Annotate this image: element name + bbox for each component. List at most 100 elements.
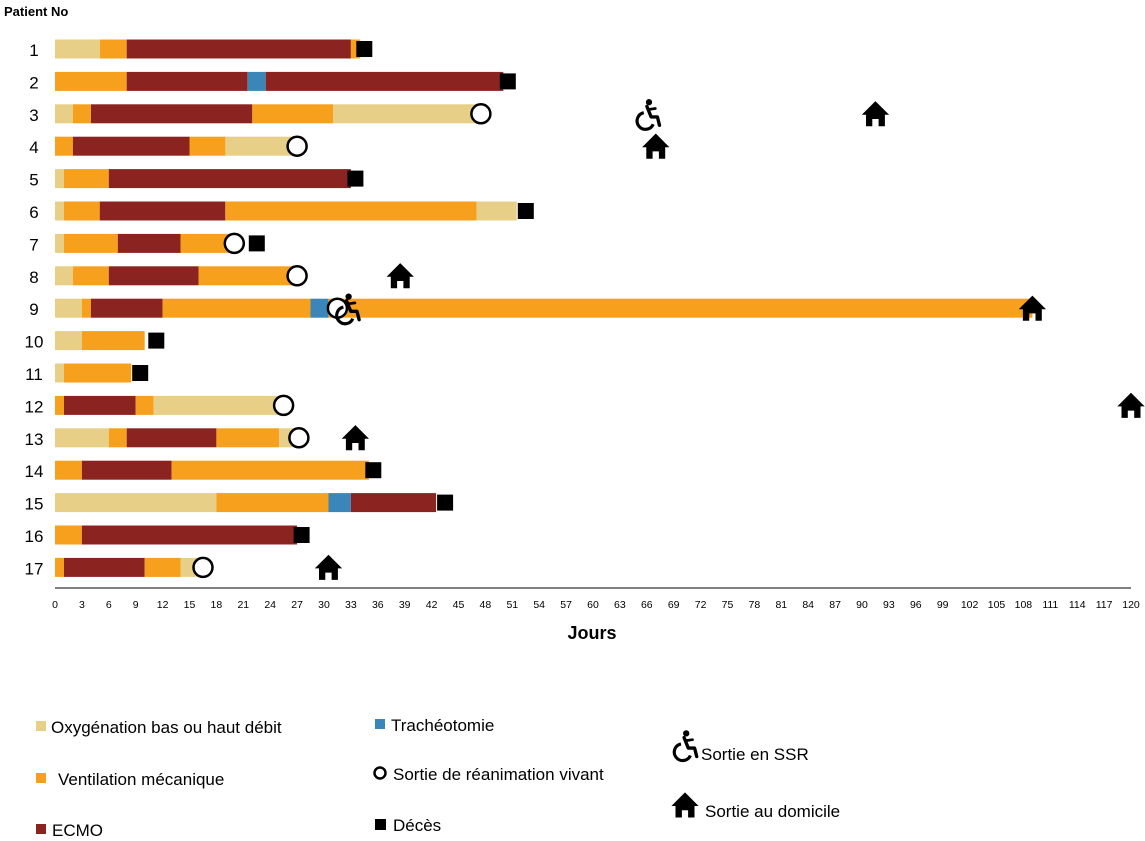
bar-ventilation-mecanique [225,201,477,221]
house-icon [671,792,699,818]
bar-oxygenation-bas-ou-haut-debit [55,266,73,286]
patient-label: 13 [25,430,44,449]
x-tick-label: 75 [722,599,734,611]
bar-ecmo [108,169,351,189]
patient-label: 14 [25,462,44,481]
bar-oxygenation-bas-ou-haut-debit [55,493,217,513]
bar-oxygenation-bas-ou-haut-debit [55,104,73,124]
wheelchair-head [683,730,690,737]
bar-ventilation-mecanique [99,39,127,59]
death-marker [347,170,364,187]
bar-ecmo [265,71,504,91]
home-icon [341,425,369,451]
bar-ventilation-mecanique [81,298,91,318]
bar-ventilation-mecanique [55,557,64,577]
x-tick-label: 15 [184,599,196,611]
x-tick-label: 9 [133,599,139,611]
bar-oxygenation-bas-ou-haut-debit [225,136,298,156]
x-tick-label: 24 [264,599,276,611]
patient-label: 15 [25,495,44,514]
legend-wheelchair-icon [672,730,699,763]
legend-label-tracheotomy: Trachéotomie [391,716,494,735]
house-shape [314,554,343,580]
patient-label: 1 [29,41,38,60]
legend-house-icon [671,792,699,818]
x-tick-label: 6 [106,599,112,611]
x-tick-label: 3 [79,599,85,611]
x-tick-label: 93 [883,599,895,611]
x-tick-label: 42 [426,599,438,611]
bar-ventilation-mecanique [162,298,311,318]
x-tick-label: 57 [560,599,572,611]
x-tick-label: 87 [829,599,841,611]
x-tick-label: 66 [641,599,653,611]
legend-swatch-ventilation [36,773,46,783]
home-icon [1117,392,1145,418]
bar-oxygenation-bas-ou-haut-debit [55,428,109,448]
bar-ventilation-mecanique [72,104,91,124]
house-shape [386,263,414,289]
x-tick-label: 72 [695,599,707,611]
x-tick-label: 102 [961,599,979,611]
legend-label-home: Sortie au domicile [705,802,840,821]
x-tick-label: 117 [1096,599,1113,611]
legend-death-icon [375,819,386,830]
icu-exit-marker [192,556,214,579]
bar-ecmo [99,201,226,221]
death-marker [517,203,534,219]
wheelchair-icon [335,293,361,326]
bar-ecmo [90,104,253,124]
x-tick-label: 78 [749,599,761,611]
icu-exit-marker [272,394,295,417]
bar-ventilation-mecanique [55,71,127,91]
house-shape [1018,295,1046,321]
bar-ecmo [126,39,351,59]
patient-label: 9 [29,300,38,319]
death-marker [293,527,310,543]
x-tick-label: 90 [856,599,868,611]
wheelchair-arm [346,301,357,306]
bar-ventilation-mecanique [252,104,333,124]
bar-ecmo [126,428,217,448]
x-tick-label: 51 [506,599,518,611]
wheelchair-arm [646,107,657,111]
x-tick-label: 36 [372,599,384,611]
legend-label-ecmo: ECMO [52,821,103,840]
bar-ventilation-mecanique [72,266,109,286]
x-tick-label: 105 [988,599,1006,611]
wheelchair-body [645,104,662,127]
house-shape [642,133,670,159]
bar-ventilation-mecanique [64,363,132,383]
bar-ecmo [72,136,190,156]
bar-ecmo [81,525,298,545]
patient-label: 16 [25,527,44,546]
x-tick-label: 27 [291,599,303,611]
patient-label: 7 [29,235,38,254]
x-tick-label: 0 [52,599,58,611]
bars-layer [55,39,1033,577]
bar-ventilation-mecanique [171,460,369,480]
bar-ventilation-mecanique [64,201,100,221]
x-ticks: 0 3 6 9 12 15 18 21 24 27 30 33 36 39 42 45 48 51 54 57 60 63… [52,599,1140,611]
patient-label: 6 [29,203,38,222]
wheelchair-wheel [335,305,355,326]
patient-label: 11 [25,365,43,384]
bar-ventilation-mecanique [350,39,360,59]
wheelchair-body [682,735,699,759]
icu-exit-marker [288,427,310,449]
death-marker [148,332,165,349]
patient-label: 17 [25,559,44,578]
bar-oxygenation-bas-ou-haut-debit [333,104,481,124]
bar-tracheotomie [310,298,329,318]
icu-exit-marker [286,265,308,287]
house-shape [671,792,699,818]
x-tick-label: 120 [1122,599,1140,611]
x-tick-label: 54 [533,599,545,611]
bar-ventilation-mecanique [180,233,235,253]
x-tick-label: 33 [345,599,357,611]
bar-ventilation-mecanique [55,460,82,480]
bar-ecmo [64,395,136,415]
x-tick-label: 39 [399,599,411,611]
